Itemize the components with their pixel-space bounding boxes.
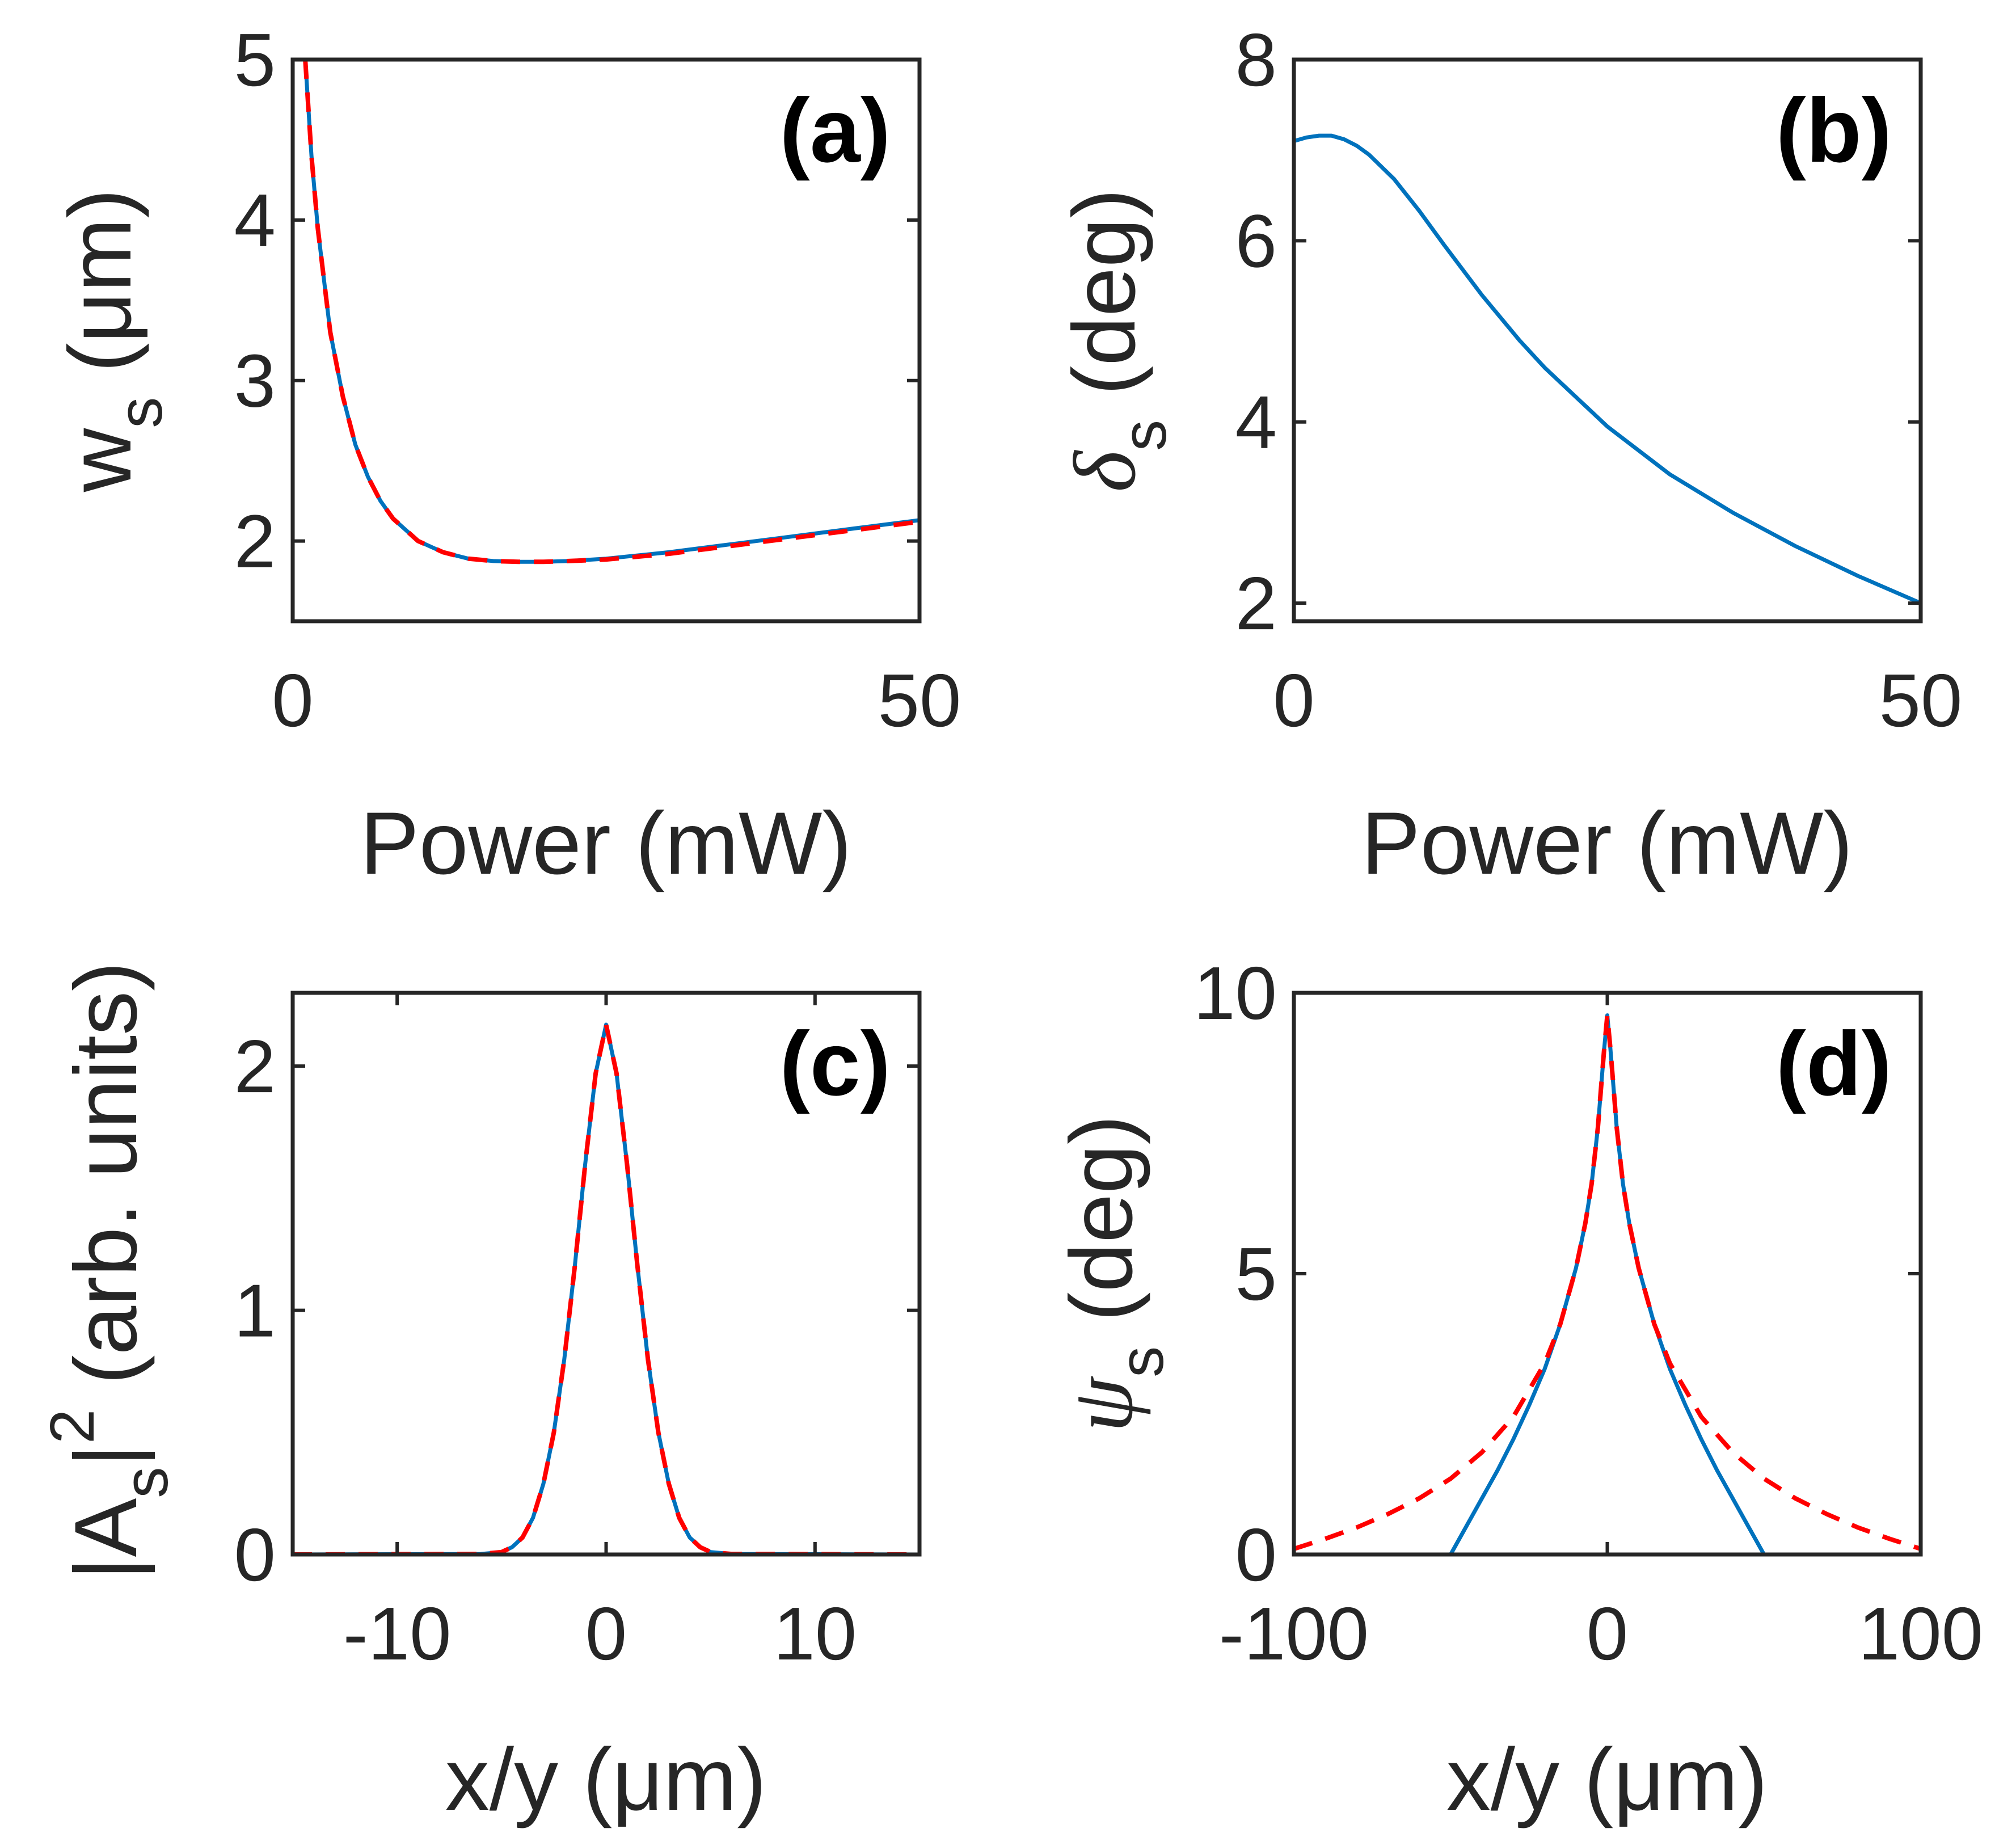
panel-c-y-tick-label: 1 — [234, 1269, 276, 1353]
panel-a-y-tick-label: 2 — [234, 500, 276, 583]
panel-c-ylabel-main: |A — [57, 1498, 155, 1581]
panel-c-marks — [293, 1022, 920, 1554]
panel-c-ylabel-unit: (arb. units) — [57, 962, 155, 1409]
panel-c-x-tick-label: 10 — [773, 1592, 857, 1675]
panel-d-x-tick-label: 100 — [1858, 1592, 1983, 1675]
panel-c-ticks: -10 0 10 0 1 2 — [234, 993, 920, 1675]
panel-d-series-1-line — [1294, 1013, 1921, 1551]
panel-d-y-tick-label: 5 — [1235, 1232, 1277, 1316]
panel-d-series-0-line — [1449, 1013, 1766, 1554]
panel-b-y-axis-label: δs (deg) — [1055, 188, 1179, 492]
panel-b-y-tick-label: 8 — [1235, 18, 1277, 102]
panel-c-y-tick-label: 0 — [234, 1513, 276, 1596]
panel-d-marks — [1294, 1013, 1921, 1554]
panel-a-ylabel-sub: s — [106, 397, 175, 428]
panel-d-y-axis-label: ψs (deg) — [1052, 1115, 1176, 1432]
panel-c-ylabel-sub: s — [111, 1467, 181, 1498]
panel-a-tag: (a) — [779, 79, 891, 181]
panel-c-y-tick-label: 2 — [234, 1025, 276, 1108]
panel-a: 0 50 2 3 4 5 (a) Power (mW) ws (μm) — [51, 18, 961, 893]
panel-a-x-axis-label: Power (mW) — [360, 794, 852, 893]
panel-d-ylabel-main: ψ — [1053, 1376, 1151, 1433]
panel-c-x-tick-label: 0 — [585, 1592, 627, 1675]
panel-b-series-0-line — [1294, 133, 1921, 605]
panel-b-y-tick-label: 4 — [1235, 381, 1277, 464]
panel-b-x-tick-label: 50 — [1879, 659, 1963, 742]
panel-d-y-tick-label: 10 — [1193, 951, 1277, 1035]
panel-a-ticks: 0 50 2 3 4 5 — [234, 18, 961, 742]
panel-d-ylabel-unit: (deg) — [1052, 1115, 1151, 1346]
panel-a-x-tick-label: 0 — [272, 659, 313, 742]
panel-b-frame — [1292, 57, 1923, 624]
panel-c-tag: (c) — [779, 1013, 891, 1114]
panel-d-x-tick-label: -100 — [1219, 1592, 1369, 1675]
panel-c-ylabel-bar: | — [57, 1444, 155, 1467]
panel-d-y-tick-label: 0 — [1235, 1513, 1277, 1596]
panel-b-ylabel-unit: (deg) — [1055, 188, 1154, 420]
panel-a-y-tick-label: 3 — [234, 339, 276, 423]
panel-a-y-tick-label: 5 — [234, 18, 276, 102]
panel-a-y-axis-label: ws (μm) — [51, 189, 175, 493]
panel-d-tag: (d) — [1776, 1013, 1892, 1114]
panel-b-y-tick-label: 2 — [1235, 562, 1277, 645]
panel-c-x-axis-label: x/y (μm) — [445, 1730, 766, 1829]
panel-b: 0 50 2 4 6 8 (b) Power (mW) δs (deg) — [1055, 18, 1962, 893]
panel-c-x-tick-label: -10 — [343, 1592, 452, 1675]
panel-a-x-tick-label: 50 — [878, 659, 961, 742]
panel-d-frame — [1292, 991, 1923, 1557]
panel-b-y-tick-label: 6 — [1235, 199, 1277, 283]
panel-a-series-1-line — [303, 60, 920, 564]
panel-a-marks — [303, 60, 920, 564]
panel-b-ylabel-main: δ — [1056, 450, 1154, 492]
panel-c-frame — [290, 991, 922, 1557]
panel-b-tag: (b) — [1776, 79, 1892, 181]
panel-a-ylabel-main: w — [51, 427, 150, 492]
panel-b-x-tick-label: 0 — [1273, 659, 1314, 742]
panel-a-y-tick-label: 4 — [234, 179, 276, 262]
panel-a-frame — [290, 57, 922, 624]
panel-a-ylabel-unit: (μm) — [51, 189, 150, 397]
panel-b-x-axis-label: Power (mW) — [1361, 794, 1853, 893]
panel-b-marks — [1294, 133, 1921, 605]
panel-d-x-axis-label: x/y (μm) — [1446, 1730, 1768, 1829]
panel-c-ylabel-sup: 2 — [37, 1409, 107, 1444]
panel-b-ylabel-sub: s — [1110, 420, 1179, 451]
panel-d-ylabel-sub: s — [1107, 1346, 1176, 1377]
panel-c-series-1-line — [293, 1022, 920, 1554]
panel-c-y-axis-label: |As|2 (arb. units) — [37, 962, 181, 1580]
panel-d-x-tick-label: 0 — [1587, 1592, 1628, 1675]
